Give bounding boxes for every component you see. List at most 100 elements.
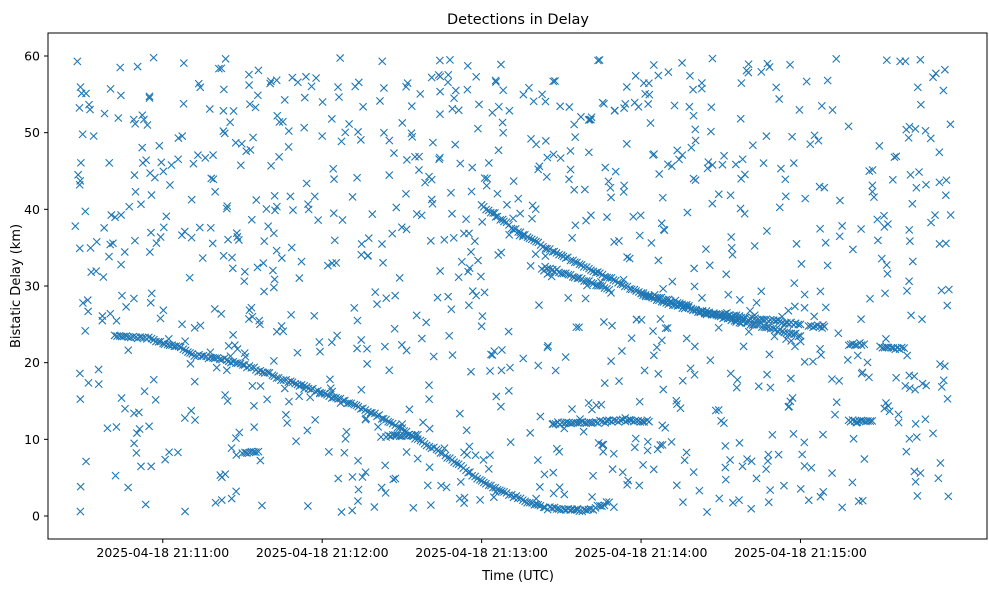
data-point [721,463,730,472]
data-point [649,351,658,360]
data-point [555,250,564,259]
data-point [435,110,444,119]
data-point [601,418,610,427]
data-point [209,151,218,160]
data-point [848,416,857,425]
data-point [381,488,390,497]
data-point [752,474,761,483]
data-point [340,448,349,457]
data-point [129,115,138,124]
data-point [372,412,381,421]
data-point [143,120,152,129]
data-point [944,492,953,501]
data-point [627,285,636,294]
data-point [746,306,754,315]
data-point [463,85,472,94]
data-point [690,264,699,273]
data-point [426,501,435,510]
data-point [358,473,367,482]
data-point [714,190,723,199]
data-point [902,125,911,134]
data-point [566,256,575,265]
data-point [737,174,746,183]
data-point [768,430,777,439]
data-point [473,474,482,483]
data-point [714,405,723,414]
data-point [499,217,508,226]
data-point [186,359,195,368]
data-point [112,316,121,325]
data-point [132,429,141,438]
data-point [821,238,830,247]
data-point [165,448,174,457]
data-point [82,457,91,466]
data-point [848,245,857,254]
data-point [663,323,672,332]
data-point [371,288,380,297]
data-point [649,327,657,336]
data-point [586,266,595,275]
data-point [690,282,699,291]
data-point [368,210,377,219]
data-point [790,279,799,288]
data-point [302,179,311,188]
data-point [220,129,229,138]
data-point [193,151,202,160]
data-point [214,64,223,73]
data-point [345,399,354,408]
data-point [211,187,220,196]
data-point [798,450,807,459]
data-point [568,405,577,414]
data-point [81,207,90,216]
data-point [117,260,126,269]
data-point [697,293,706,302]
data-point [543,244,552,253]
data-point [526,428,535,437]
data-point [675,299,684,308]
data-point [354,127,363,136]
data-point [600,284,609,292]
data-point [228,264,237,273]
data-point [905,434,914,443]
data-point [385,366,394,375]
data-point [303,426,312,435]
data-point [245,306,254,315]
data-point [635,397,644,406]
data-point [341,434,350,443]
data-point [796,331,805,340]
data-point [334,474,343,483]
data-point [494,102,503,111]
data-point [357,240,366,249]
data-point [835,196,844,205]
data-point [99,273,108,282]
data-point [866,417,875,426]
data-point [853,418,862,427]
data-point [257,501,266,510]
data-point [566,165,575,174]
data-point [519,90,528,99]
data-point [310,311,319,320]
data-point [436,267,445,276]
data-point [589,471,598,480]
data-point [459,229,468,238]
data-point [76,176,85,185]
data-point [849,434,858,443]
data-point [818,430,827,439]
data-point [468,163,477,172]
data-point [174,342,183,351]
data-point [465,468,474,477]
data-point [252,196,261,205]
data-point [727,312,736,321]
data-point [147,191,156,200]
data-point [130,236,139,245]
data-point [892,373,901,382]
data-point [227,444,236,453]
data-point [802,77,811,86]
data-point [714,323,723,332]
data-point [565,175,573,184]
data-point [735,295,744,304]
data-point [533,456,542,465]
data-point [297,380,306,389]
data-point [450,458,459,467]
data-point [618,468,627,477]
